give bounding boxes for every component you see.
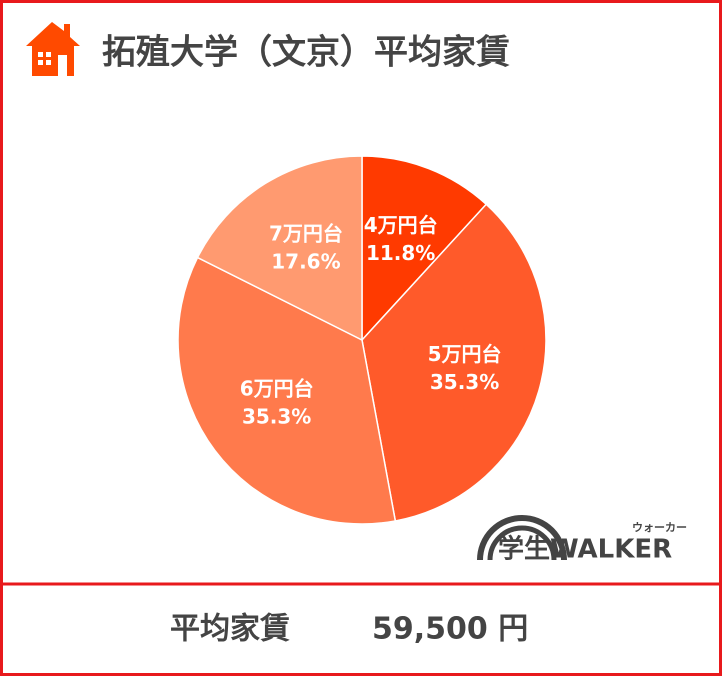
pie-slice — [361, 203, 547, 522]
pie-slice — [196, 155, 363, 342]
slice-value: 11.8% — [366, 241, 435, 265]
footer-value: 59,500 円 — [372, 612, 528, 647]
logo-text: 学生WALKER — [498, 534, 672, 565]
slice-label: 7万円台 — [269, 222, 343, 246]
slice-value: 35.3% — [430, 370, 499, 394]
logo: 学生WALKER ウォーカー — [477, 515, 687, 565]
slice-label: 5万円台 — [428, 342, 502, 366]
pie-slice — [177, 256, 397, 525]
pie: 4万円台 11.8% 5万円台 35.3% 6万円台 35.3% 7万円台 17.6% — [177, 155, 547, 525]
chart-title: 拓殖大学（文京）平均家賃 — [102, 33, 510, 73]
pie-slice — [361, 155, 488, 342]
logo-ruby: ウォーカー — [632, 521, 687, 534]
house-icon — [26, 22, 80, 76]
footer-label: 平均家賃 — [170, 612, 290, 647]
slice-value: 17.6% — [271, 250, 340, 274]
slice-label: 4万円台 — [364, 213, 438, 237]
slice-label: 6万円台 — [240, 377, 314, 401]
slice-value: 35.3% — [242, 405, 311, 429]
